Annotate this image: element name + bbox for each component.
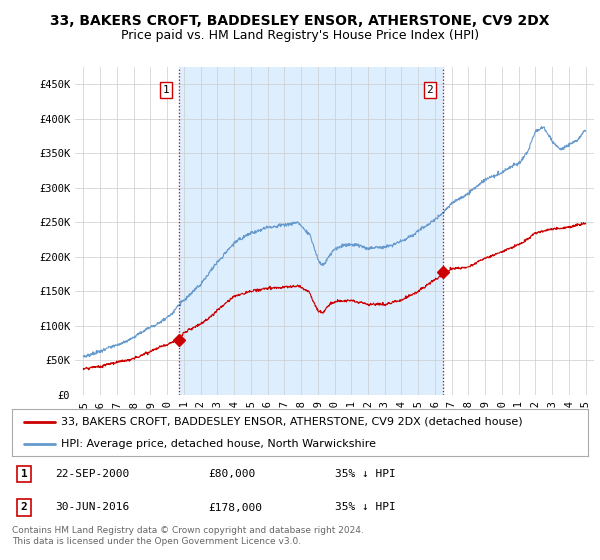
Text: 1: 1 bbox=[20, 469, 28, 479]
Text: 2: 2 bbox=[20, 502, 28, 512]
Text: 30-JUN-2016: 30-JUN-2016 bbox=[55, 502, 130, 512]
Text: £178,000: £178,000 bbox=[208, 502, 262, 512]
Text: HPI: Average price, detached house, North Warwickshire: HPI: Average price, detached house, Nort… bbox=[61, 438, 376, 449]
Text: Contains HM Land Registry data © Crown copyright and database right 2024.
This d: Contains HM Land Registry data © Crown c… bbox=[12, 526, 364, 546]
Text: 33, BAKERS CROFT, BADDESLEY ENSOR, ATHERSTONE, CV9 2DX (detached house): 33, BAKERS CROFT, BADDESLEY ENSOR, ATHER… bbox=[61, 417, 523, 427]
Text: Price paid vs. HM Land Registry's House Price Index (HPI): Price paid vs. HM Land Registry's House … bbox=[121, 29, 479, 42]
Text: 2: 2 bbox=[427, 85, 433, 95]
Text: 22-SEP-2000: 22-SEP-2000 bbox=[55, 469, 130, 479]
Text: £80,000: £80,000 bbox=[208, 469, 255, 479]
Text: 33, BAKERS CROFT, BADDESLEY ENSOR, ATHERSTONE, CV9 2DX: 33, BAKERS CROFT, BADDESLEY ENSOR, ATHER… bbox=[50, 14, 550, 28]
Text: 35% ↓ HPI: 35% ↓ HPI bbox=[335, 469, 395, 479]
Text: 35% ↓ HPI: 35% ↓ HPI bbox=[335, 502, 395, 512]
Text: 1: 1 bbox=[163, 85, 169, 95]
Bar bbox=[179, 67, 443, 395]
